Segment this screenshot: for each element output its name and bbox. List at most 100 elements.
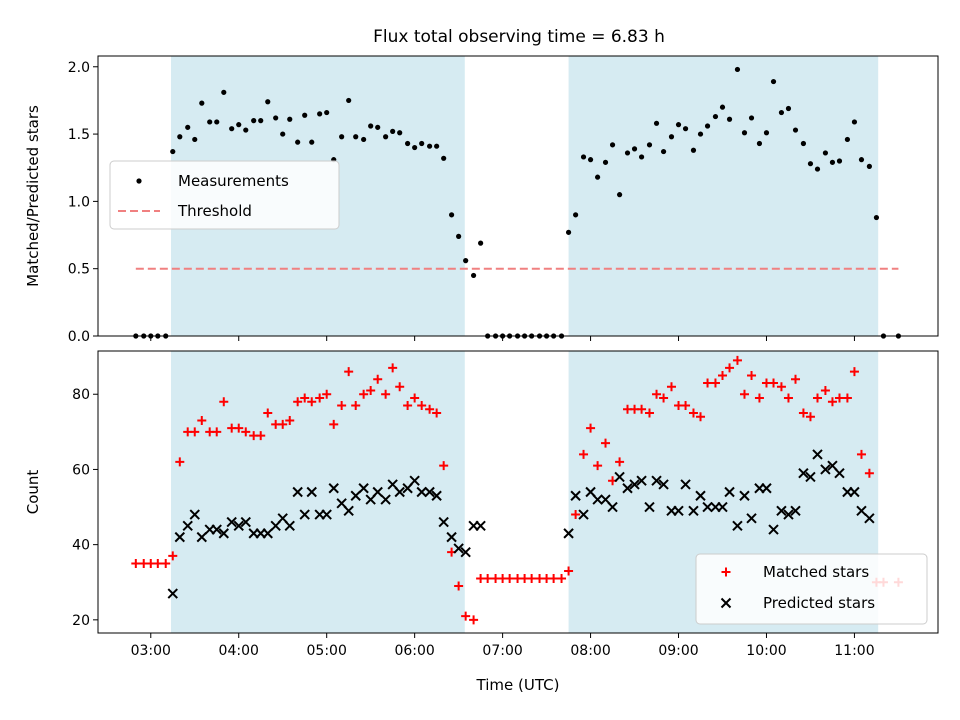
measurement-point (412, 144, 418, 151)
matched-point (725, 363, 735, 373)
measurement-point (434, 143, 440, 149)
legend: Matched stars Predicted stars (695, 553, 928, 625)
predicted-point (592, 494, 603, 505)
y-tick-label: 20 (72, 613, 90, 629)
matched-point (315, 393, 325, 403)
predicted-point (380, 494, 391, 505)
predicted-point (622, 483, 633, 494)
measurement-point (595, 174, 601, 180)
predicted-point (702, 501, 713, 513)
measurement-point (199, 100, 205, 106)
measurement-point (214, 119, 220, 125)
y-tick-label: 60 (72, 462, 90, 478)
predicted-point (768, 524, 779, 535)
predicted-point (695, 490, 706, 501)
predicted-point (409, 475, 420, 486)
x-tick-label: 11:00 (834, 643, 874, 659)
count-panel: 20 40 60 80 03:00 04:00 05:00 06:00 07:00 08:00 09… (24, 350, 939, 694)
predicted-point (182, 520, 193, 532)
predicted-point (292, 486, 303, 498)
y-tick-label: 0.0 (68, 329, 90, 345)
predicted-point (644, 501, 655, 513)
matched-point (461, 611, 471, 621)
measurement-point (427, 143, 433, 149)
matched-point (688, 408, 698, 418)
predicted-point (167, 588, 178, 599)
measurement-point (317, 111, 323, 117)
measurement-point (295, 139, 301, 145)
axes-frame (97, 55, 939, 337)
measurement-point (858, 157, 865, 163)
matched-point (417, 401, 427, 411)
measurement-point (280, 131, 286, 137)
matched-point (791, 374, 801, 384)
predicted-point (460, 546, 471, 558)
measurement-point (792, 127, 799, 133)
matched-point (864, 468, 874, 478)
predicted-point (328, 483, 339, 494)
matched-point (469, 615, 479, 625)
measurement-point (822, 150, 829, 156)
measurement-point (646, 142, 653, 148)
predicted-point (240, 516, 251, 528)
y-axis-label: Matched/Predicted stars (24, 105, 42, 287)
measurement-point (638, 154, 645, 160)
measurement-point (616, 192, 623, 198)
matched-point (718, 370, 728, 380)
matched-point (351, 401, 361, 411)
matched-point (827, 397, 837, 407)
matched-point (388, 363, 398, 373)
predicted-point (416, 486, 427, 498)
matched-point (820, 385, 830, 395)
measurement-point (609, 142, 616, 148)
matched-point (359, 389, 369, 399)
matched-point (601, 438, 611, 448)
predicted-point (299, 509, 310, 520)
measurement-point (177, 134, 183, 140)
measurement-point (441, 155, 447, 161)
matched-point (219, 397, 229, 407)
measurement-point (697, 131, 704, 137)
predicted-point (218, 528, 229, 539)
measurement-point (682, 126, 689, 132)
measurement-point (302, 112, 308, 118)
matched-point (278, 419, 288, 429)
matched-point (337, 401, 347, 411)
measurement-point (770, 78, 777, 85)
predicted-point (717, 501, 728, 513)
matched-point (644, 408, 654, 418)
matched-point (637, 404, 647, 414)
matched-point (703, 378, 713, 388)
y-tick-label: 0.5 (68, 262, 90, 278)
matched-point (403, 401, 413, 411)
predicted-point (446, 531, 457, 543)
series-predicted-stars (167, 449, 875, 599)
measurement-point (624, 150, 631, 156)
matched-point (300, 393, 310, 403)
measurement-point (229, 126, 235, 132)
measurement-point (851, 119, 858, 125)
legend-box (109, 160, 340, 230)
legend-measurement-marker (136, 178, 142, 184)
matched-point (549, 573, 559, 583)
measurement-point (565, 229, 572, 235)
predicted-point (614, 471, 625, 483)
matched-point (285, 416, 295, 426)
x-tick-label: 05:00 (307, 643, 347, 659)
measurement-point (587, 157, 594, 163)
matched-point (153, 558, 163, 568)
predicted-point (343, 505, 354, 517)
predicted-point (578, 509, 589, 520)
measurement-point (339, 134, 345, 140)
measurement-point (631, 146, 638, 152)
measurement-point (712, 113, 719, 120)
legend-label: Predicted stars (763, 594, 875, 612)
matched-point (557, 573, 567, 583)
predicted-point (776, 505, 787, 517)
measurement-point (573, 212, 579, 218)
matched-point (747, 370, 757, 380)
matched-point (190, 427, 200, 437)
x-tick-label: 03:00 (131, 643, 171, 659)
measurement-point (258, 118, 264, 124)
matched-point (856, 449, 866, 459)
